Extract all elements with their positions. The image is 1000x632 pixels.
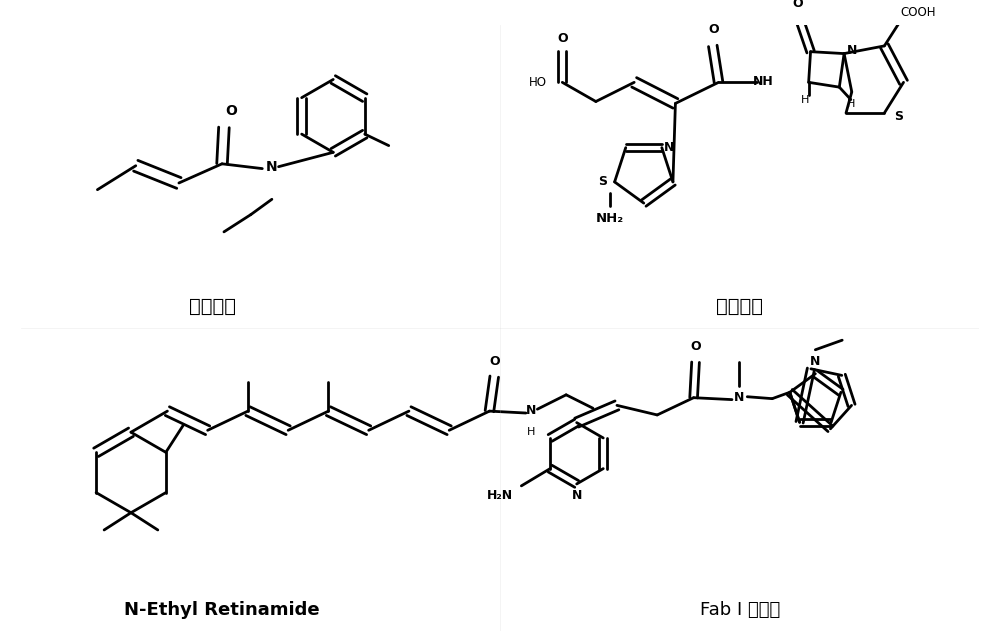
Text: H: H bbox=[526, 427, 535, 437]
Text: O: O bbox=[226, 104, 238, 118]
Text: NH₂: NH₂ bbox=[596, 212, 624, 225]
Text: N: N bbox=[571, 489, 582, 502]
Text: 头孢嘴腾: 头孢嘴腾 bbox=[716, 297, 763, 316]
Text: O: O bbox=[690, 341, 701, 353]
Text: N: N bbox=[266, 160, 278, 174]
Text: N-Ethyl Retinamide: N-Ethyl Retinamide bbox=[124, 600, 320, 619]
Text: 克罗米通: 克罗米通 bbox=[189, 297, 236, 316]
Text: COOH: COOH bbox=[900, 6, 936, 19]
Text: N: N bbox=[733, 391, 744, 404]
Text: O: O bbox=[708, 23, 719, 36]
Text: NH: NH bbox=[753, 75, 774, 88]
Text: H: H bbox=[847, 99, 855, 109]
Text: H: H bbox=[801, 95, 809, 104]
Text: N: N bbox=[525, 404, 536, 416]
Text: O: O bbox=[793, 0, 803, 10]
Text: O: O bbox=[489, 355, 500, 368]
Text: N: N bbox=[847, 44, 857, 58]
Text: S: S bbox=[599, 176, 608, 188]
Text: Fab I 抑制剂: Fab I 抑制剂 bbox=[700, 600, 780, 619]
Text: HO: HO bbox=[529, 76, 547, 89]
Text: H₂N: H₂N bbox=[487, 489, 513, 502]
Text: N: N bbox=[810, 355, 821, 368]
Text: S: S bbox=[894, 111, 903, 123]
Text: O: O bbox=[557, 32, 568, 45]
Text: N: N bbox=[664, 141, 675, 154]
